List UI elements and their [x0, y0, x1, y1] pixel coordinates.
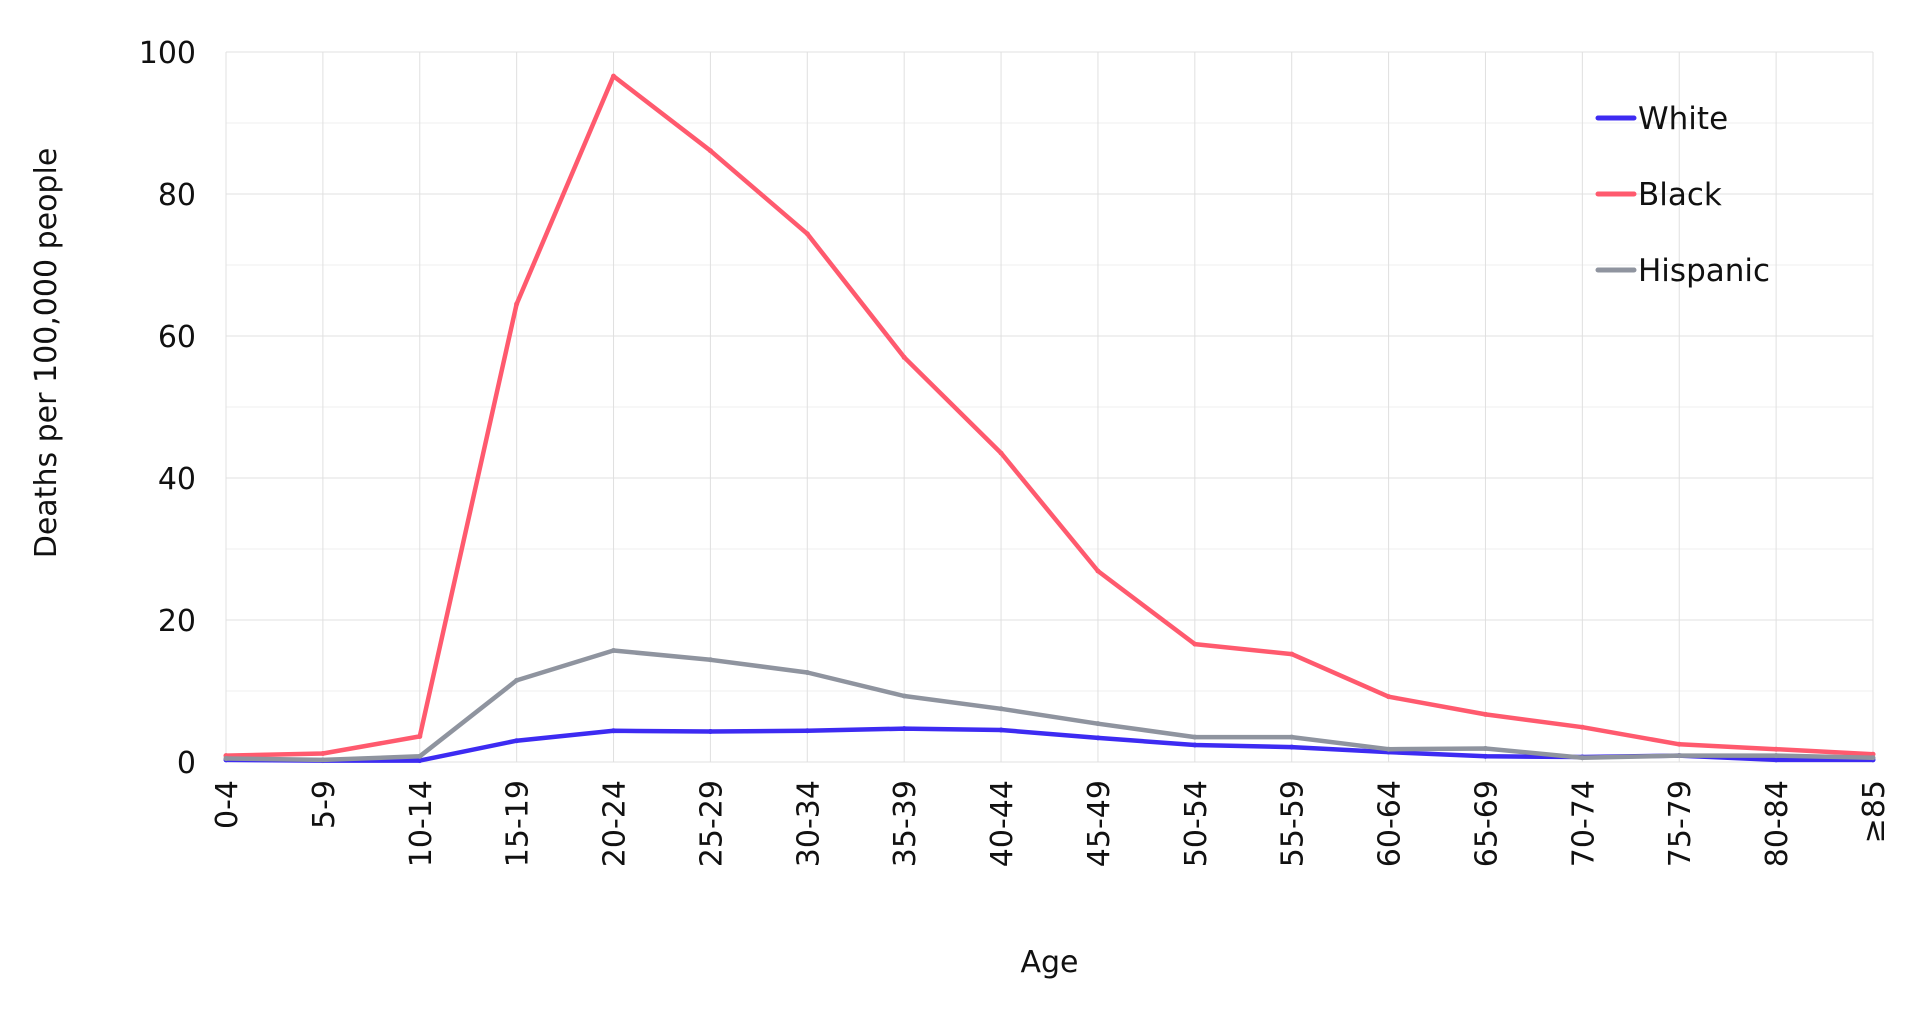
data-point-hispanic: [1773, 753, 1779, 759]
data-point-white: [707, 728, 713, 734]
data-point-hispanic: [1579, 755, 1585, 761]
data-point-black: [804, 231, 810, 237]
data-point-hispanic: [707, 657, 713, 663]
data-point-hispanic: [901, 693, 907, 699]
x-tick-label: 35-39: [888, 780, 923, 867]
data-point-black: [1773, 746, 1779, 752]
legend-label: Black: [1638, 177, 1722, 213]
data-point-black: [901, 354, 907, 360]
axes: 0 20 40 60 80 100 0-4 5-9 10-14 15-19 20-24 25-29 30…: [139, 36, 1892, 867]
series-line-black: [223, 73, 1876, 758]
x-tick-label: 55-59: [1276, 780, 1311, 867]
x-tick-label: 15-19: [501, 780, 536, 867]
x-axis-title: Age: [1020, 945, 1078, 980]
data-point-hispanic: [1870, 755, 1876, 761]
x-tick-label: 50-54: [1179, 780, 1214, 867]
x-tick-label: ≥85: [1857, 780, 1892, 843]
data-point-white: [804, 728, 810, 734]
data-point-black: [514, 301, 520, 307]
x-tick-label: 75-79: [1663, 780, 1698, 867]
x-tick-label: 10-14: [404, 780, 439, 867]
x-tick-label: 40-44: [985, 780, 1020, 867]
data-point-white: [1773, 757, 1779, 763]
y-tick-label: 60: [158, 320, 196, 355]
data-point-hispanic: [804, 670, 810, 676]
data-point-white: [417, 758, 423, 764]
data-point-white: [611, 728, 617, 734]
y-tick-label: 100: [139, 36, 196, 71]
data-point-black: [1386, 694, 1392, 700]
y-tick-label: 0: [177, 746, 196, 781]
grid: [225, 51, 1874, 763]
series-line-hispanic: [223, 648, 1876, 763]
data-point-black: [320, 750, 326, 756]
x-tick-label: 80-84: [1760, 780, 1795, 867]
data-point-black: [417, 733, 423, 739]
data-point-black: [707, 148, 713, 154]
data-point-black: [1289, 651, 1295, 657]
data-point-black: [1676, 741, 1682, 747]
x-tick-label: 20-24: [598, 780, 633, 867]
x-tick-label: 0-4: [210, 780, 245, 829]
data-point-white: [1192, 742, 1198, 748]
data-point-black: [1095, 568, 1101, 574]
x-tick-label: 70-74: [1566, 780, 1601, 867]
data-point-black: [998, 450, 1004, 456]
data-point-hispanic: [1676, 753, 1682, 759]
data-point-black: [1579, 724, 1585, 730]
x-tick-label: 60-64: [1373, 780, 1408, 867]
data-point-hispanic: [998, 706, 1004, 712]
series: [223, 73, 1876, 764]
x-tick-label: 65-69: [1469, 780, 1504, 867]
data-point-white: [1095, 735, 1101, 741]
data-point-black: [611, 73, 617, 79]
x-tick-label: 25-29: [694, 780, 729, 867]
data-point-black: [1482, 711, 1488, 717]
data-point-hispanic: [223, 755, 229, 761]
data-point-white: [901, 726, 907, 732]
data-point-hispanic: [1289, 734, 1295, 740]
data-point-hispanic: [320, 757, 326, 763]
legend-label: Hispanic: [1638, 253, 1770, 289]
legend-label: White: [1638, 101, 1728, 137]
data-point-hispanic: [514, 677, 520, 683]
data-point-hispanic: [417, 753, 423, 759]
legend: White Black Hispanic: [1595, 101, 1770, 289]
data-point-hispanic: [1386, 746, 1392, 752]
y-tick-label: 80: [158, 178, 196, 213]
x-tick-label: 45-49: [1082, 780, 1117, 867]
data-point-white: [998, 727, 1004, 733]
data-point-hispanic: [1095, 721, 1101, 727]
data-point-hispanic: [611, 648, 617, 654]
data-point-white: [514, 738, 520, 744]
x-tick-label: 5-9: [307, 780, 342, 829]
data-point-hispanic: [1192, 734, 1198, 740]
data-point-white: [1289, 744, 1295, 750]
y-tick-label: 20: [158, 604, 196, 639]
data-point-hispanic: [1482, 746, 1488, 752]
x-tick-label: 30-34: [791, 780, 826, 867]
y-axis-title: Deaths per 100,000 people: [29, 148, 64, 559]
y-tick-label: 40: [158, 462, 196, 497]
data-point-black: [1192, 641, 1198, 647]
data-point-white: [1482, 753, 1488, 759]
